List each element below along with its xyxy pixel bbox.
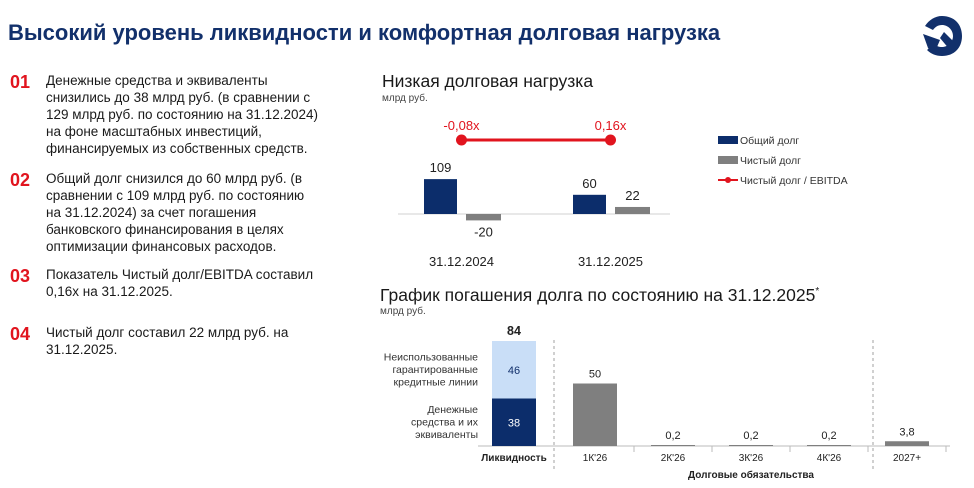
legend-label-ratio: Чистый долг / EBITDA [740,175,848,187]
obligation-data-label: 3,8 [899,426,914,438]
liquidity-segment-label: Денежные [427,404,478,416]
obligation-category-label: 4К'26 [817,453,842,464]
key-point-line: на 31.12.2024) за счет погашения [46,205,257,220]
legend-label-total-debt: Общий долг [740,135,799,147]
debt-chart-title: Низкая долговая нагрузка [382,71,594,91]
key-point-line: сравнении с 109 млрд руб. по состоянию [46,188,305,203]
repayment-chart-title: График погашения долга по состоянию на 3… [380,285,819,306]
key-point-line: Показатель Чистый долг/EBITDA составил [46,267,314,282]
obligation-data-label: 50 [589,369,601,381]
obligation-category-label: 2К'26 [661,453,686,464]
obligation-bar [573,383,617,446]
obligation-data-label: 0,2 [821,430,836,442]
x-tick-label: 31.12.2024 [429,254,494,269]
key-point-line: 0,16х на 31.12.2025. [46,284,173,299]
bar-net-debt [615,206,650,214]
page-title: Высокий уровень ликвидности и комфортная… [8,20,721,45]
key-point-line: 31.12.2025. [46,342,118,357]
legend-swatch-ratio-dot [725,177,731,183]
company-logo [923,16,962,56]
liquidity-category-label: Ликвидность [481,453,546,464]
bar-total-debt [573,194,606,214]
liquidity-segment-label: средства и их [411,416,479,428]
obligations-axis-title: Долговые обязательства [688,469,814,481]
obligation-bar [729,445,773,446]
bar-net-debt [466,214,501,221]
obligation-category-label: 1К'26 [583,453,608,464]
legend-label-net-debt: Чистый долг [740,155,801,167]
obligation-bar [651,445,695,446]
obligation-category-label: 3К'26 [739,453,764,464]
key-point-line: финансируемых из собственных средств. [46,141,308,156]
obligation-bar [807,445,851,446]
key-point-number: 03 [10,266,31,286]
ratio-point [605,134,616,146]
key-point-number: 01 [10,72,31,92]
obligation-category-label: 2027+ [893,453,921,464]
bar-data-label: -20 [474,224,493,239]
ratio-point [456,134,467,146]
bar-data-label: 109 [430,160,452,175]
key-point-line: банковского финансирования в целях [46,222,284,237]
key-point-line: Общий долг снизился до 60 млрд руб. (в [46,171,303,186]
obligation-data-label: 0,2 [743,430,758,442]
liquidity-segment-label: кредитные линии [394,376,479,388]
liquidity-total-label: 84 [507,324,521,338]
repayment-chart-unit: млрд руб. [380,306,426,317]
key-point-text: Чистый долг составил 22 млрд руб. на 31.… [46,324,288,358]
key-point-line: Чистый долг составил 22 млрд руб. на [46,325,289,340]
bar-total-debt [424,179,457,214]
key-point-line: снизились до 38 млрд руб. (в сравнении с [46,90,311,105]
key-point-text: Показатель Чистый долг/EBITDA составил 0… [46,266,313,300]
key-point-line: Денежные средства и эквиваленты [46,73,268,88]
key-point-line: на фоне масштабных инвестиций, [46,124,262,139]
liquidity-segment-bar [492,341,536,399]
legend-swatch-net-debt [718,156,738,164]
liquidity-segment-bar [492,398,536,446]
liquidity-segment-value: 38 [508,417,520,429]
x-tick-label: 31.12.2025 [578,254,643,269]
footnote-mark: * [815,286,820,298]
key-point-text: Денежные средства и эквиваленты снизилис… [46,72,318,157]
liquidity-segment-label: гарантированные [392,364,478,376]
repayment-chart-title-text: График погашения долга по состоянию на 3… [380,285,816,305]
ratio-data-label: 0,16х [595,118,627,133]
debt-chart-unit: млрд руб. [382,93,428,104]
bar-data-label: 60 [582,176,596,191]
legend-swatch-total-debt [718,136,738,144]
bar-data-label: 22 [625,188,639,203]
key-point-number: 02 [10,170,31,190]
ratio-data-label: -0,08х [443,118,480,133]
liquidity-segment-label: эквиваленты [415,429,478,441]
obligation-data-label: 0,2 [665,430,680,442]
liquidity-segment-value: 46 [508,365,520,377]
key-point-line: оптимизации финансовых расходов. [46,239,277,254]
liquidity-segment-label: Неиспользованные [384,351,478,363]
key-point-number: 04 [10,324,31,344]
obligation-bar [885,441,929,446]
key-point-line: 129 млрд руб. по состоянию на 31.12.2024… [46,107,318,122]
key-point-text: Общий долг снизился до 60 млрд руб. (в с… [46,170,304,255]
